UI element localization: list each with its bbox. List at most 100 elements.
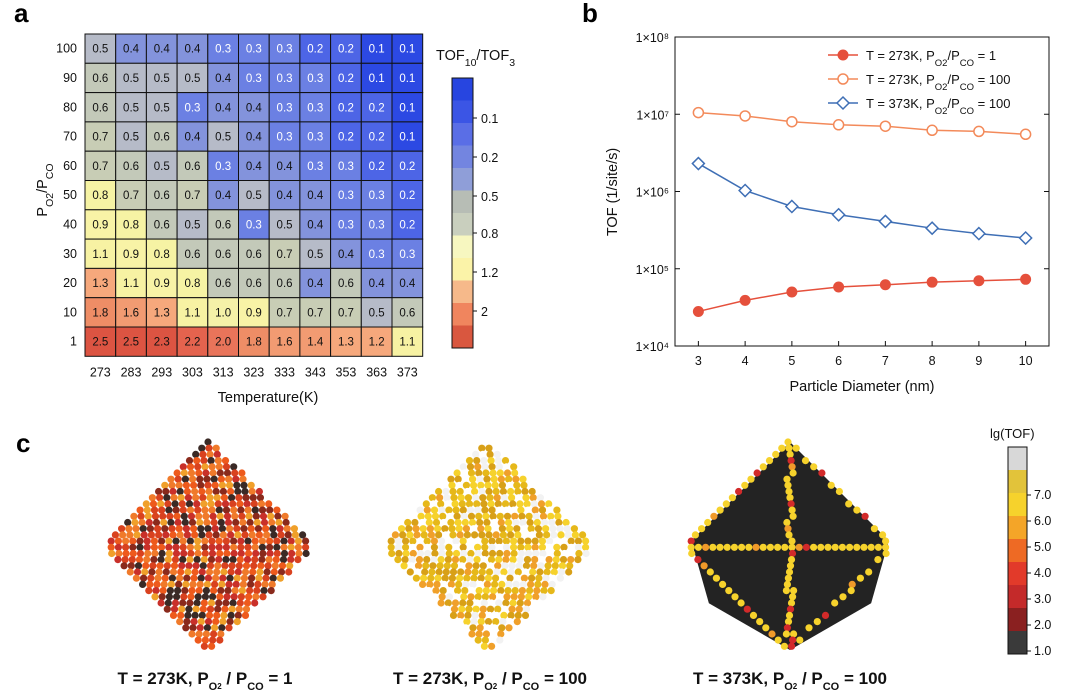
particle-atom [500,494,508,502]
particle-atom [789,469,797,477]
line-x-tick-label: 9 [975,354,982,368]
heatmap-cell [115,150,147,181]
particle-atom [553,549,561,558]
particle-atom [459,543,467,551]
heatmap-cell [84,209,117,240]
particle-atom [189,475,197,483]
heatmap-cell [299,62,332,94]
particle-atom [221,605,229,613]
line-y-tick-label: 1×10⁵ [636,263,669,277]
particle-atom [205,611,214,620]
particle-atom [460,593,468,601]
heatmap-cells: 0.5 0.4 0.4 0.4 0.3 0.3 0.3 0.2 0.2 0.1 0.1 0.6 0.5 0… [84,33,424,357]
particle-atom [455,481,463,489]
particle-atom [560,543,568,551]
particle-atom [520,525,528,533]
particle-atom [485,568,494,576]
particle-atom [430,537,438,545]
particle-atom [179,543,187,551]
particle-atom [479,562,487,570]
particle-atom [121,556,129,564]
particle-atom [145,518,153,527]
heatmap-y-label: PO2/PCO [35,163,56,216]
particle-atom [155,487,163,496]
particle-atom [522,605,531,613]
particle-atom [564,531,572,539]
particle-atom [202,469,210,477]
particle-atom [479,605,487,613]
particle-atom [205,568,214,576]
particle-atom [226,618,234,626]
watermark-logo-icon [11,671,29,689]
particle-atom [163,494,171,502]
particle-atom [424,549,432,558]
particle-atom [213,568,221,576]
line-point [692,305,704,317]
heatmap-cell [84,238,117,269]
particle-atom [166,512,174,520]
particle-atom [284,531,292,539]
particle-atom [199,562,207,570]
particle-atom [536,494,545,502]
particle-atom [184,611,192,620]
heatmap-colorbar-tick-label: 0.5 [481,190,498,204]
heatmap-cell [145,209,178,240]
particle-atom [194,543,202,551]
particle-atom [406,568,414,576]
particle-atom [694,556,702,564]
particle-atom [560,549,569,558]
heatmap-cell [391,180,424,211]
particle-atom [165,549,173,558]
particle-atom [818,469,826,477]
particle-atom [132,525,140,533]
heatmap-cell-label: 2.2 [184,337,200,349]
particle-atom [232,518,240,527]
particle-atom [273,506,281,514]
heatmap-cell-label: 0.4 [184,44,201,56]
particle-atom [213,494,221,502]
particle-atom [498,580,506,589]
particle-atom [246,518,254,527]
particle-captions: T = 273K, PO2 / PCO = 1 T = 273K, PO2 / P… [117,669,887,693]
particle-atom [422,500,430,508]
particle-atom [464,568,472,576]
particle-atom [222,543,230,551]
particle-atom [502,537,510,545]
particle-atom [567,556,575,564]
particle-atom [510,506,518,514]
line-x-tick-label: 4 [742,354,749,368]
heatmap-cell-label: 0.6 [246,278,262,290]
particle-atom [533,518,541,527]
lgtof-colorbar-segment [1008,608,1027,632]
particle-atom [491,525,499,533]
particle-atom [845,500,853,508]
particle-atom [440,580,448,589]
particle-atom [488,537,496,545]
particle-atom [165,543,173,551]
heatmap-colorbar [451,77,474,349]
particle-atom [245,593,253,601]
particle-atom [169,568,178,576]
particle-atom [166,587,174,595]
particle-atom [187,512,196,520]
particle-atom [478,487,486,496]
particle-atom [489,636,497,644]
particle-atom [482,587,490,595]
particle-atom [122,549,130,558]
particle-atom [489,593,497,601]
particle-atom [557,568,566,576]
heatmap-cell-label: 0.4 [215,73,232,85]
heatmap-cell [207,92,240,123]
heatmap-x-tick-label: 283 [121,365,142,379]
particle-atom [170,605,179,613]
heatmap-cell-label: 1.1 [399,337,415,349]
heatmap-cell-label: 0.1 [399,132,415,144]
particle-atom [882,537,890,545]
particle-atom [183,574,191,582]
particle-atom [539,593,547,601]
particle-atom [218,525,226,533]
heatmap-cell [238,62,270,94]
particle-atom [251,543,259,551]
particle-atom [766,543,775,551]
particle-atom [691,531,700,539]
